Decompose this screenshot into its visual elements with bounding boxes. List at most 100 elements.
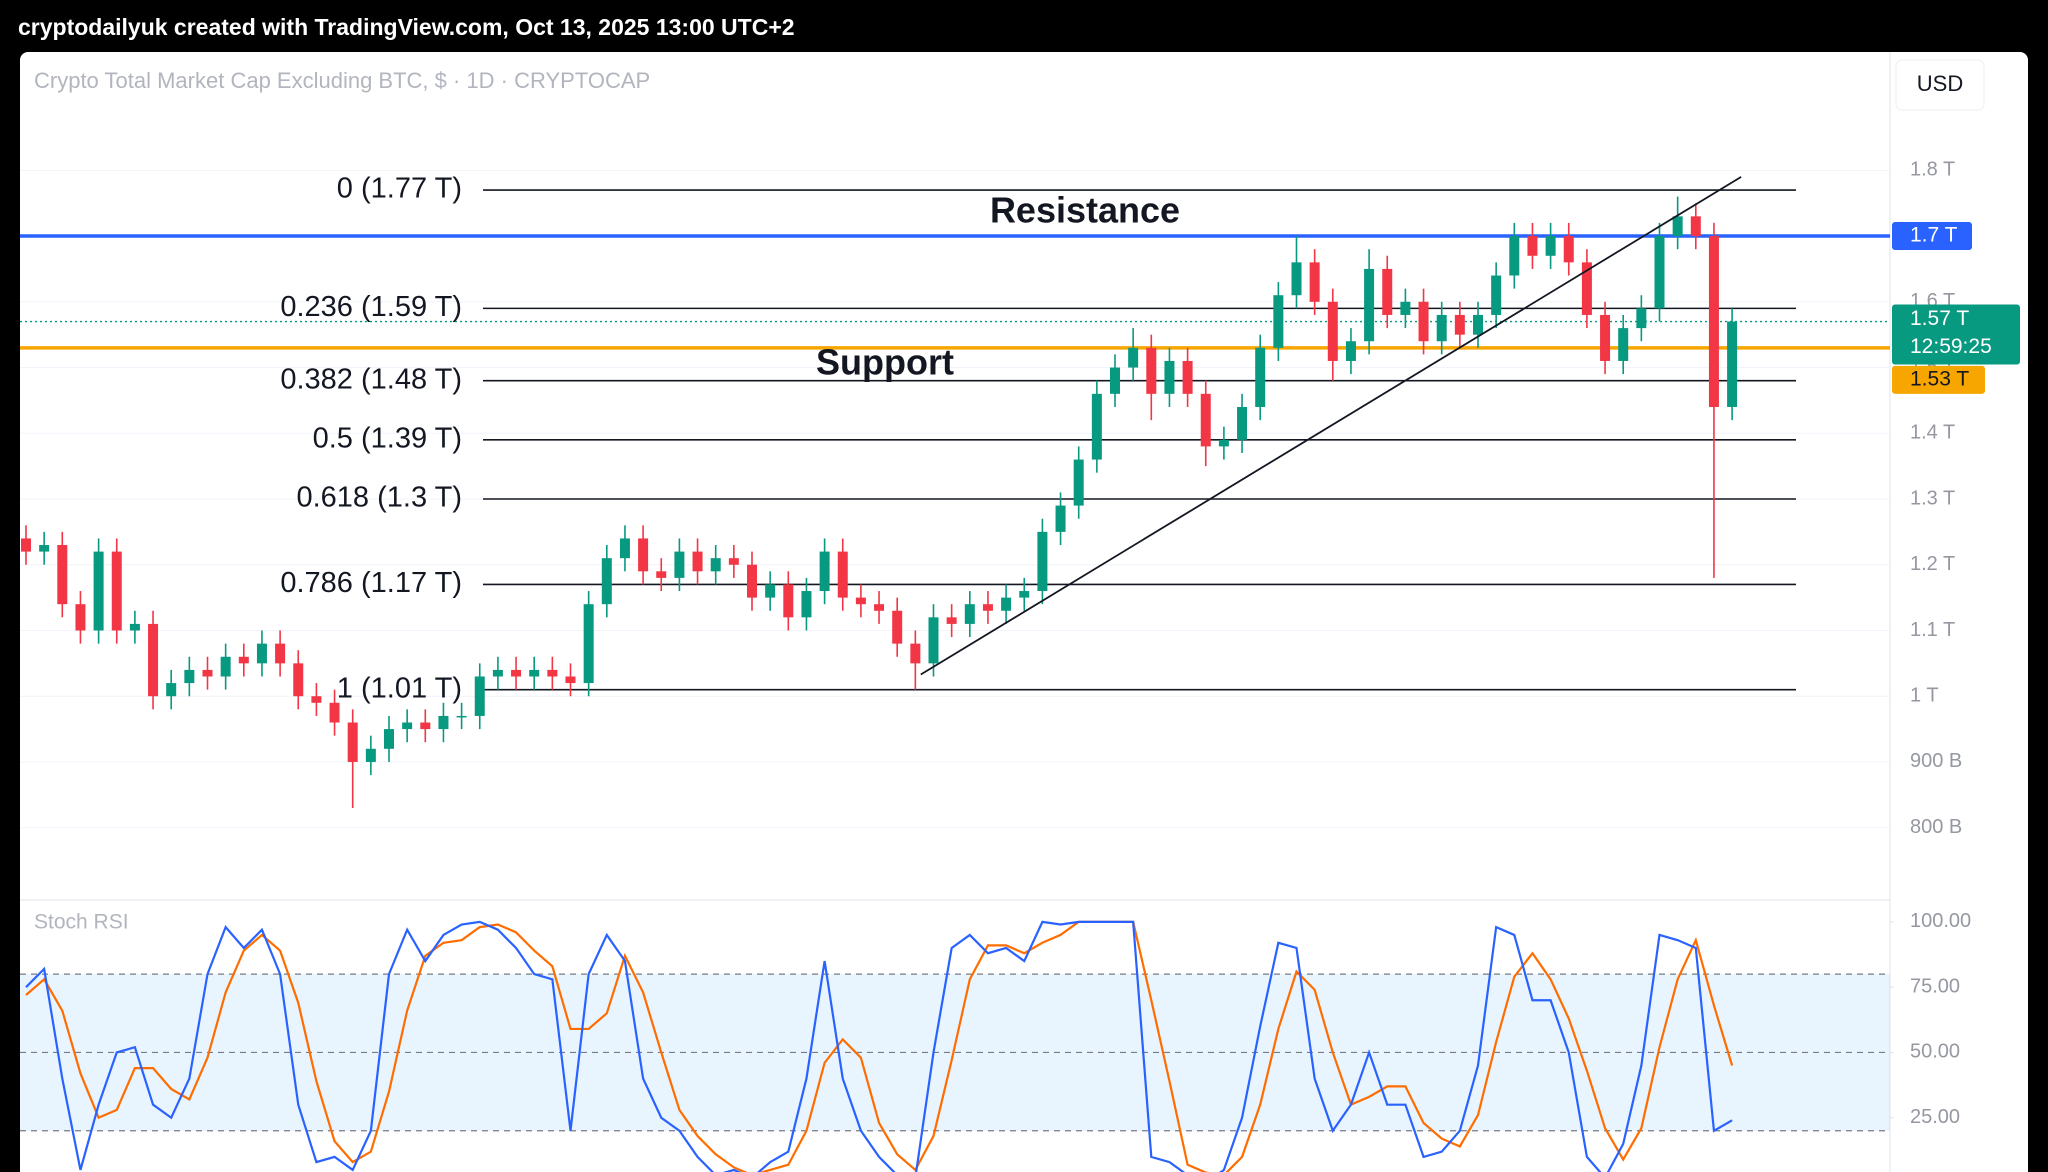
candle-body bbox=[1545, 236, 1556, 256]
candle-body bbox=[1091, 393, 1102, 460]
fib-label: 0.5 (1.39 T) bbox=[313, 423, 462, 455]
candle-body bbox=[1382, 268, 1393, 315]
candle-body bbox=[1491, 275, 1502, 315]
candle-body bbox=[1436, 314, 1447, 342]
candle-body bbox=[1073, 459, 1084, 506]
fib-label: 0.382 (1.48 T) bbox=[280, 363, 462, 395]
candle-body bbox=[728, 558, 739, 565]
candle-body bbox=[982, 604, 993, 611]
level-label: Support bbox=[816, 341, 954, 382]
candle-body bbox=[547, 669, 558, 677]
candle-body bbox=[166, 683, 177, 697]
candle-body bbox=[601, 558, 612, 605]
y-tick-label: 75.00 bbox=[1910, 975, 1960, 997]
candle-body bbox=[837, 551, 848, 598]
candle-body bbox=[1110, 367, 1120, 394]
candle-body bbox=[184, 669, 195, 684]
y-tick-label: 1.3 T bbox=[1910, 487, 1955, 509]
candle-body bbox=[1654, 236, 1665, 309]
candle-body bbox=[111, 551, 122, 631]
candle-body bbox=[801, 591, 812, 618]
candle-body bbox=[129, 623, 140, 631]
price-pane: 0 (1.77 T) 0.236 (1.59 T) 0.382 (1.48 T) 0.… bbox=[20, 173, 1890, 808]
price-tag bbox=[1892, 222, 1972, 251]
fib-label: 1 (1.01 T) bbox=[337, 672, 462, 704]
candle-body bbox=[1473, 314, 1483, 335]
stoch-pane bbox=[20, 920, 1890, 1172]
candle-body bbox=[674, 551, 685, 578]
candle-body bbox=[1037, 531, 1048, 592]
candle-body bbox=[1563, 236, 1574, 263]
candle-body bbox=[21, 538, 31, 552]
price-tag-label: 1.53 T bbox=[1910, 367, 1969, 390]
candle-body bbox=[93, 551, 104, 631]
candle-body bbox=[1055, 505, 1066, 532]
candle-body bbox=[1618, 328, 1629, 361]
candle-body bbox=[1364, 268, 1375, 342]
y-tick-label: 50.00 bbox=[1910, 1041, 1960, 1063]
y-tick-label: 1.4 T bbox=[1910, 422, 1955, 444]
y-tick-label: 1 T bbox=[1910, 684, 1939, 706]
candle-body bbox=[1345, 341, 1356, 361]
candle-body bbox=[583, 604, 594, 684]
candle-body bbox=[1291, 262, 1302, 296]
fib-label: 0.618 (1.3 T) bbox=[296, 482, 462, 514]
candle-body bbox=[1218, 439, 1229, 447]
candle-body bbox=[148, 623, 159, 697]
candle-body bbox=[256, 643, 267, 664]
candle-body bbox=[1128, 347, 1139, 368]
candle-body bbox=[946, 617, 957, 624]
candle-body bbox=[928, 617, 939, 664]
candle-body bbox=[1527, 236, 1538, 256]
currency-box[interactable] bbox=[1895, 59, 1985, 111]
fib-label: 0.236 (1.59 T) bbox=[280, 291, 462, 323]
candle-body bbox=[783, 584, 794, 618]
candle-body bbox=[619, 538, 630, 559]
currency[interactable]: USD bbox=[1917, 71, 1963, 96]
last-price-label: 1.57 T bbox=[1910, 307, 1969, 330]
candle-body bbox=[202, 669, 213, 677]
candle-body bbox=[365, 748, 376, 762]
price-tag-label: 1.7 T bbox=[1910, 224, 1958, 247]
candle-body bbox=[329, 702, 340, 723]
candle-body bbox=[1146, 347, 1157, 394]
candle-body bbox=[964, 604, 975, 624]
candle-body bbox=[1581, 262, 1592, 315]
candle-body bbox=[275, 643, 286, 664]
level-label: Resistance bbox=[990, 190, 1180, 231]
candle-body bbox=[1672, 216, 1683, 237]
indicator-title: Stoch RSI bbox=[34, 911, 129, 934]
y-tick-label: 800 B bbox=[1910, 816, 1962, 838]
candle-body bbox=[1454, 314, 1465, 335]
candle-body bbox=[57, 545, 68, 605]
fib-label: 0.786 (1.17 T) bbox=[280, 567, 462, 599]
candle-body bbox=[1273, 295, 1284, 348]
candle-body bbox=[220, 656, 231, 677]
candle-body bbox=[1255, 347, 1266, 407]
candle-body bbox=[311, 696, 322, 703]
candle-body bbox=[1600, 314, 1611, 361]
candle-body bbox=[710, 558, 721, 572]
candle-body bbox=[402, 722, 413, 730]
candle-body bbox=[1727, 321, 1738, 407]
candle-body bbox=[1636, 308, 1647, 329]
candle-body bbox=[874, 604, 885, 611]
candle-body bbox=[75, 604, 86, 631]
y-tick-label: 1.8 T bbox=[1910, 159, 1955, 181]
y-tick-label: 100.00 bbox=[1910, 910, 1971, 932]
candle-body bbox=[1690, 216, 1701, 237]
candle-body bbox=[492, 669, 503, 677]
candle-body bbox=[747, 564, 757, 598]
header: cryptodailyuk created with TradingView.c… bbox=[18, 14, 795, 40]
candle-body bbox=[692, 551, 703, 572]
candle-body bbox=[1509, 236, 1520, 276]
stoch-line bbox=[25, 920, 1734, 1172]
candle-body bbox=[438, 715, 449, 730]
candle-body bbox=[1309, 262, 1320, 302]
y-tick-label: 900 B bbox=[1910, 750, 1962, 772]
candle-body bbox=[1708, 236, 1719, 407]
countdown: 12:59:25 bbox=[1910, 335, 1992, 358]
last-price-tag bbox=[1892, 304, 2020, 365]
